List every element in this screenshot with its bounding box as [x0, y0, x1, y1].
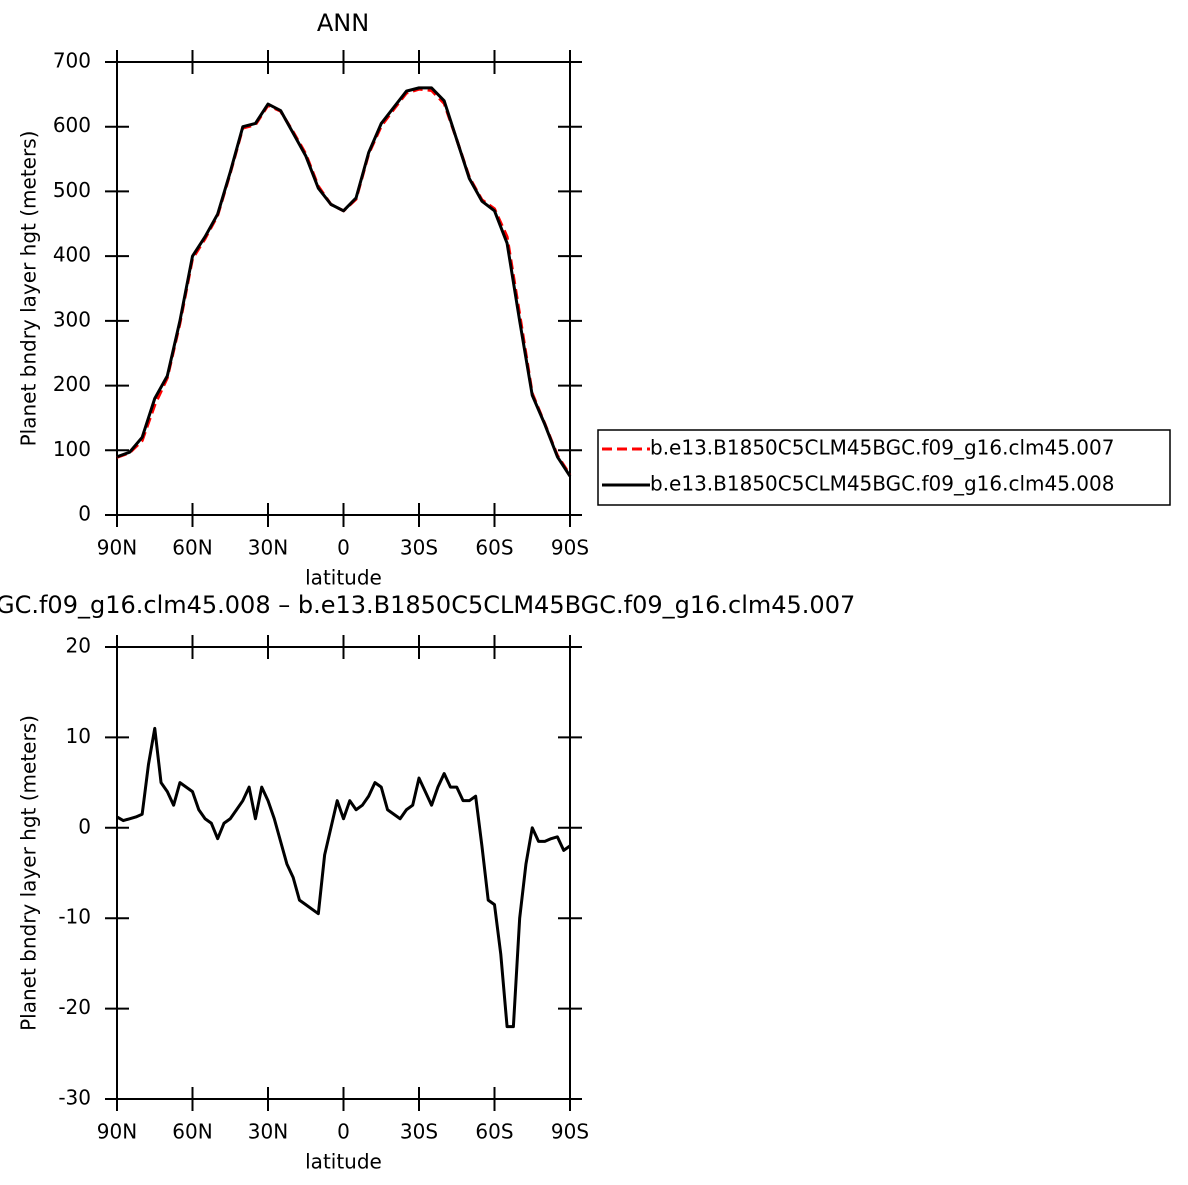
- y-tick-label: 500: [53, 178, 91, 202]
- plot-frame: [116, 646, 571, 1100]
- x-tick-label: 60S: [475, 536, 513, 560]
- y-tick-label: 20: [66, 634, 91, 658]
- x-axis-label: latitude: [305, 1150, 382, 1174]
- x-tick-label: 60N: [172, 536, 212, 560]
- y-tick-label: -20: [58, 995, 91, 1019]
- chart-title: GC.f09_g16.clm45.008 – b.e13.B1850C5CLM4…: [0, 591, 855, 619]
- y-axis-label: Planet bndry layer hgt (meters): [17, 715, 41, 1031]
- legend-label: b.e13.B1850C5CLM45BGC.f09_g16.clm45.008: [650, 472, 1114, 496]
- y-tick-label: 10: [66, 724, 91, 748]
- x-tick-label: 90N: [97, 536, 137, 560]
- y-tick-label: 0: [78, 814, 91, 838]
- legend-box: [597, 429, 1171, 506]
- x-tick-label: 30N: [248, 1120, 288, 1144]
- y-tick-label: 700: [53, 49, 91, 73]
- y-tick-label: 0: [78, 502, 91, 526]
- x-tick-label: 30S: [400, 536, 438, 560]
- x-tick-label: 30S: [400, 1120, 438, 1144]
- chart-title: ANN: [317, 9, 369, 37]
- y-tick-label: -10: [58, 905, 91, 929]
- x-tick-label: 0: [337, 1120, 350, 1144]
- y-tick-label: 600: [53, 113, 91, 137]
- x-tick-label: 90S: [551, 1120, 589, 1144]
- y-axis-label: Planet bndry layer hgt (meters): [17, 131, 41, 447]
- legend-label: b.e13.B1850C5CLM45BGC.f09_g16.clm45.007: [650, 436, 1114, 460]
- y-tick-label: 300: [53, 307, 91, 331]
- data-line: [116, 86, 572, 477]
- x-axis-label: latitude: [305, 566, 382, 590]
- x-tick-label: 60N: [172, 1120, 212, 1144]
- x-tick-label: 90N: [97, 1120, 137, 1144]
- x-tick-label: 0: [337, 536, 350, 560]
- x-tick-label: 30N: [248, 536, 288, 560]
- y-tick-label: 100: [53, 437, 91, 461]
- plot-frame: [116, 61, 571, 516]
- y-tick-label: -30: [58, 1086, 91, 1110]
- y-tick-label: 400: [53, 243, 91, 267]
- data-line: [116, 87, 572, 476]
- data-line: [116, 726, 571, 1029]
- x-tick-label: 60S: [475, 1120, 513, 1144]
- x-tick-label: 90S: [551, 536, 589, 560]
- y-tick-label: 200: [53, 372, 91, 396]
